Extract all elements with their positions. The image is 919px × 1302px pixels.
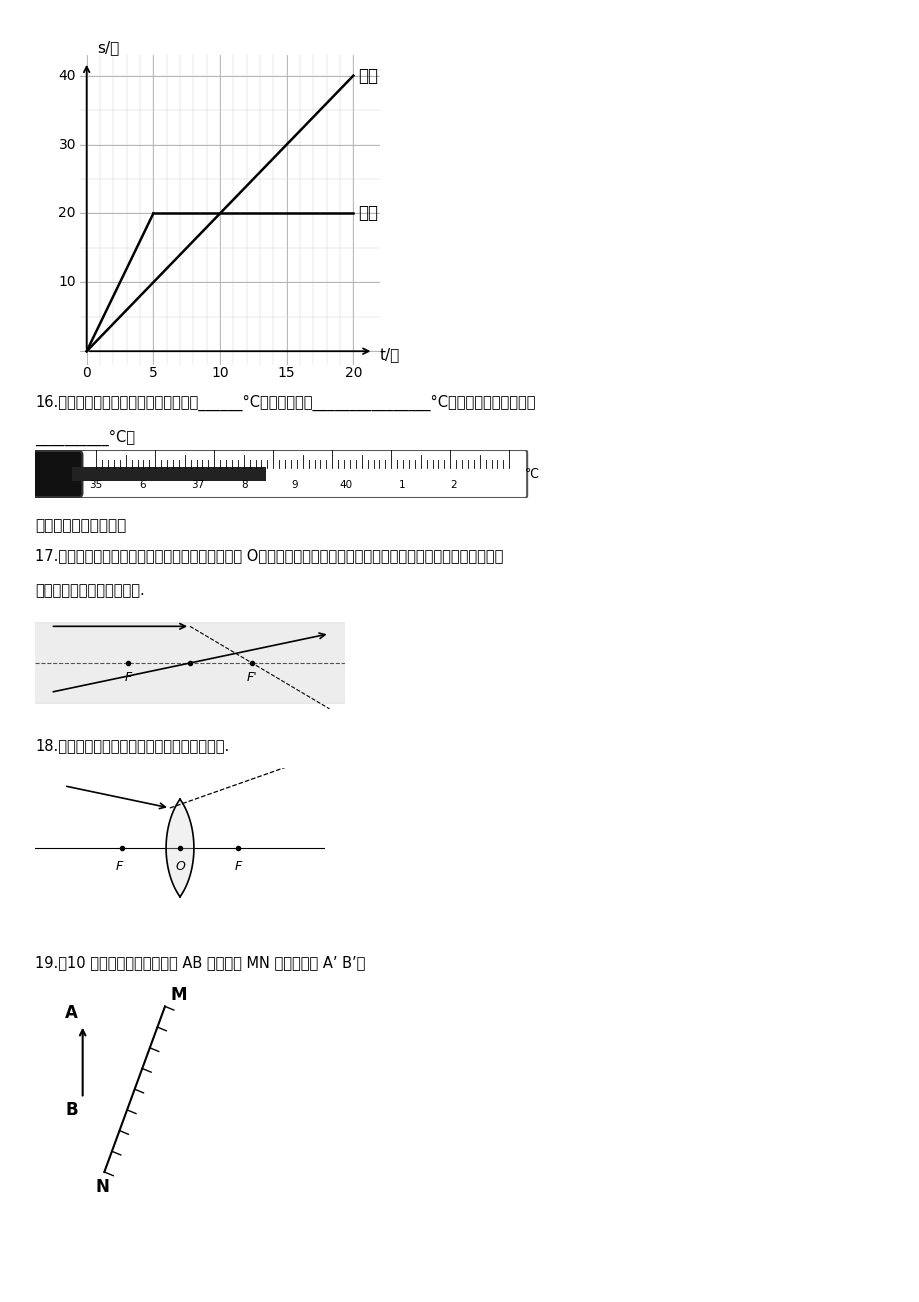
- Text: M: M: [170, 986, 187, 1004]
- Text: 四、作图、实验探究题: 四、作图、实验探究题: [35, 518, 126, 533]
- Text: 对应的出射光线和入射光线.: 对应的出射光线和入射光线.: [35, 583, 144, 598]
- Text: 18.　如图所示，请画出通过透镜后的折射光线.: 18. 如图所示，请画出通过透镜后的折射光线.: [35, 738, 229, 753]
- Text: 40: 40: [59, 69, 76, 82]
- Text: F: F: [234, 861, 242, 874]
- Text: N: N: [96, 1177, 109, 1195]
- Text: 19.（10 分）请画出如图中物体 AB 在平面镜 MN 中所成的像 A’ B’。: 19.（10 分）请画出如图中物体 AB 在平面镜 MN 中所成的像 A’ B’…: [35, 954, 365, 970]
- Text: 16.　观察图中的体温计，它的分度局是______°C，测量范围是________________°C，图中体温计的示数是: 16. 观察图中的体温计，它的分度局是______°C，测量范围是_______…: [35, 395, 535, 411]
- Text: 1: 1: [399, 479, 405, 490]
- Text: __________°C。: __________°C。: [35, 430, 135, 447]
- Polygon shape: [166, 799, 194, 897]
- Text: F: F: [124, 671, 131, 684]
- Text: 甲车: 甲车: [358, 66, 379, 85]
- Bar: [72, 467, 266, 482]
- Text: O: O: [175, 861, 185, 874]
- Text: A: A: [65, 1005, 78, 1022]
- Text: 20: 20: [345, 366, 362, 380]
- Text: 17.　如图所示，已知一条入射光线过凸透镜的光心 O，一条经过凸透镜折射后的光线与主光轴平行，请分别画出它们: 17. 如图所示，已知一条入射光线过凸透镜的光心 O，一条经过凸透镜折射后的光线…: [35, 548, 503, 562]
- Text: 20: 20: [59, 207, 76, 220]
- Text: 2: 2: [449, 479, 456, 490]
- Text: t/秒: t/秒: [380, 348, 400, 362]
- Text: 30: 30: [59, 138, 76, 151]
- Text: 8: 8: [241, 479, 247, 490]
- FancyBboxPatch shape: [68, 450, 527, 497]
- Text: 6: 6: [139, 479, 145, 490]
- Text: B: B: [65, 1100, 78, 1118]
- Text: 40: 40: [339, 479, 352, 490]
- Text: 5: 5: [149, 366, 157, 380]
- Text: 35: 35: [89, 479, 103, 490]
- Text: 15: 15: [278, 366, 295, 380]
- Text: F: F: [116, 861, 122, 874]
- Text: 0: 0: [82, 366, 91, 380]
- Text: 10: 10: [58, 275, 76, 289]
- Text: ℃: ℃: [525, 467, 539, 480]
- Text: s/米: s/米: [97, 40, 119, 55]
- Polygon shape: [23, 622, 357, 703]
- FancyBboxPatch shape: [31, 450, 83, 497]
- Text: 乙车: 乙车: [358, 204, 379, 223]
- Text: 9: 9: [291, 479, 298, 490]
- Text: 37: 37: [191, 479, 205, 490]
- Text: F': F': [246, 671, 257, 684]
- Text: 10: 10: [211, 366, 229, 380]
